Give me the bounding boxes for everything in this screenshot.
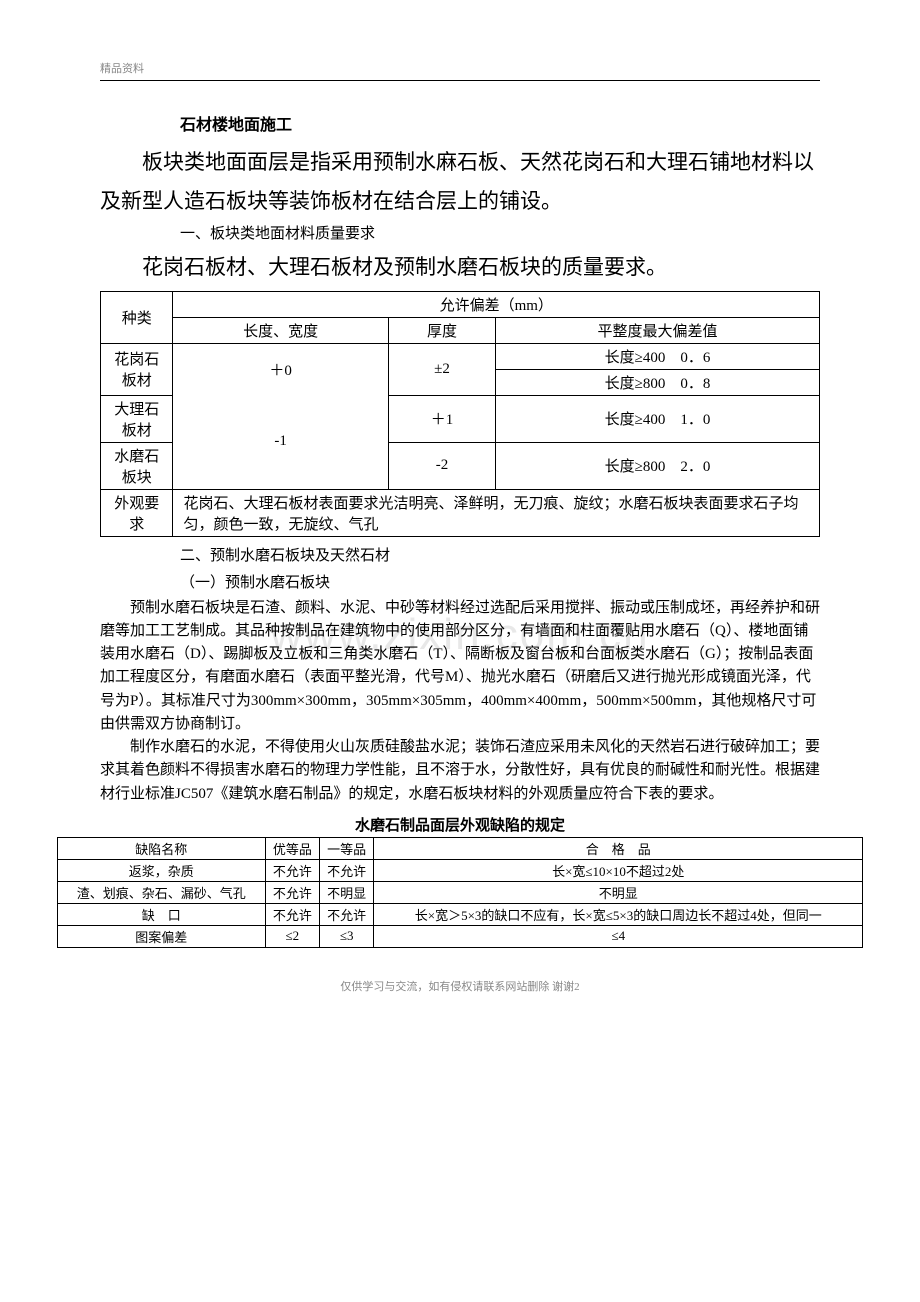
- table-row: 图案偏差 ≤2 ≤3 ≤4: [57, 925, 862, 947]
- table-cell: -2: [388, 442, 495, 489]
- table-cell: ＋1: [388, 395, 495, 442]
- table-cell: ＋0: [173, 343, 388, 395]
- footer-text: 仅供学习与交流，如有侵权请联系网站删除 谢谢: [340, 981, 574, 993]
- table-row: 大理石板材 -1 ＋1 长度≥400 1．0: [101, 395, 820, 442]
- table-cell: 不允许: [319, 903, 373, 925]
- table-row: 长度、宽度 厚度 平整度最大偏差值: [101, 317, 820, 343]
- table-header-cell: 厚度: [388, 317, 495, 343]
- table-cell: 不允许: [265, 903, 319, 925]
- table-header-tolerance: 允许偏差（mm）: [173, 291, 820, 317]
- tolerance-table: 种类 允许偏差（mm） 长度、宽度 厚度 平整度最大偏差值 花岗石板材 ＋0 ±…: [100, 291, 820, 537]
- table-row: 缺 口 不允许 不允许 长×宽＞5×3的缺口不应有，长×宽≤5×3的缺口周边长不…: [57, 903, 862, 925]
- table-cell: ±2: [388, 343, 495, 395]
- table-header-cell: 合 格 品: [374, 837, 863, 859]
- table-cell: 不允许: [265, 859, 319, 881]
- table-cell: 图案偏差: [57, 925, 265, 947]
- table-cell: 长×宽＞5×3的缺口不应有，长×宽≤5×3的缺口周边长不超过4处，但同一: [374, 903, 863, 925]
- table-cell: 渣、划痕、杂石、漏砂、气孔: [57, 881, 265, 903]
- subheading-1: 一、板块类地面材料质量要求: [180, 221, 820, 248]
- table-cell: 不允许: [319, 859, 373, 881]
- table-cell: 返浆，杂质: [57, 859, 265, 881]
- table-cell: 大理石板材: [101, 395, 173, 442]
- header-label: 精品资料: [100, 60, 820, 81]
- table-cell: 花岗石板材: [101, 343, 173, 395]
- table-header-cell: 平整度最大偏差值: [496, 317, 820, 343]
- table-cell: 花岗石、大理石板材表面要求光洁明亮、泽鲜明，无刀痕、旋纹；水磨石板块表面要求石子…: [173, 489, 820, 536]
- section-title: 石材楼地面施工: [180, 111, 820, 135]
- table-row: 外观要求 花岗石、大理石板材表面要求光洁明亮、泽鲜明，无刀痕、旋纹；水磨石板块表…: [101, 489, 820, 536]
- table-cell: 长度≥400 0．6: [496, 343, 820, 369]
- table-cell: -1: [173, 395, 388, 489]
- table-header-cell: 优等品: [265, 837, 319, 859]
- table-cell: 不允许: [265, 881, 319, 903]
- table-header-type: 种类: [101, 291, 173, 343]
- subheading-2: 二、预制水磨石板块及天然石材: [180, 543, 820, 570]
- page-number: 2: [574, 981, 580, 993]
- paragraph-4: 制作水磨石的水泥，不得使用火山灰质硅酸盐水泥；装饰石渣应采用未风化的天然岩石进行…: [100, 736, 820, 806]
- defect-table: 缺陷名称 优等品 一等品 合 格 品 返浆，杂质 不允许 不允许 长×宽≤10×…: [57, 837, 863, 948]
- table-row: 花岗石板材 ＋0 ±2 长度≥400 0．6: [101, 343, 820, 369]
- table-cell: 水磨石板块: [101, 442, 173, 489]
- table-header-cell: 长度、宽度: [173, 317, 388, 343]
- table-header-cell: 一等品: [319, 837, 373, 859]
- paragraph-3: 预制水磨石板块是石渣、颜料、水泥、中砂等材料经过选配后采用搅拌、振动或压制成坯，…: [100, 597, 820, 737]
- subheading-2a: （一）预制水磨石板块: [180, 570, 820, 597]
- table-row: 渣、划痕、杂石、漏砂、气孔 不允许 不明显 不明显: [57, 881, 862, 903]
- table-header-cell: 缺陷名称: [57, 837, 265, 859]
- paragraph-2: 花岗石板材、大理石板材及预制水磨石板块的质量要求。: [100, 248, 820, 287]
- table2-title: 水磨石制品面层外观缺陷的规定: [100, 814, 820, 835]
- table-cell: 缺 口: [57, 903, 265, 925]
- footer: 仅供学习与交流，如有侵权请联系网站删除 谢谢2: [100, 978, 820, 994]
- table-cell: 外观要求: [101, 489, 173, 536]
- table-row: 返浆，杂质 不允许 不允许 长×宽≤10×10不超过2处: [57, 859, 862, 881]
- table-cell: 长度≥400 1．0: [496, 395, 820, 442]
- table-cell: 长度≥800 0．8: [496, 369, 820, 395]
- table-cell: ≤3: [319, 925, 373, 947]
- table-cell: 长度≥800 2．0: [496, 442, 820, 489]
- table-row: 种类 允许偏差（mm）: [101, 291, 820, 317]
- table-cell: 长×宽≤10×10不超过2处: [374, 859, 863, 881]
- paragraph-1: 板块类地面面层是指采用预制水麻石板、天然花岗石和大理石铺地材料以及新型人造石板块…: [100, 143, 820, 221]
- table-row: 缺陷名称 优等品 一等品 合 格 品: [57, 837, 862, 859]
- table-cell: ≤2: [265, 925, 319, 947]
- table-cell: 不明显: [319, 881, 373, 903]
- table-cell: 不明显: [374, 881, 863, 903]
- table-cell: ≤4: [374, 925, 863, 947]
